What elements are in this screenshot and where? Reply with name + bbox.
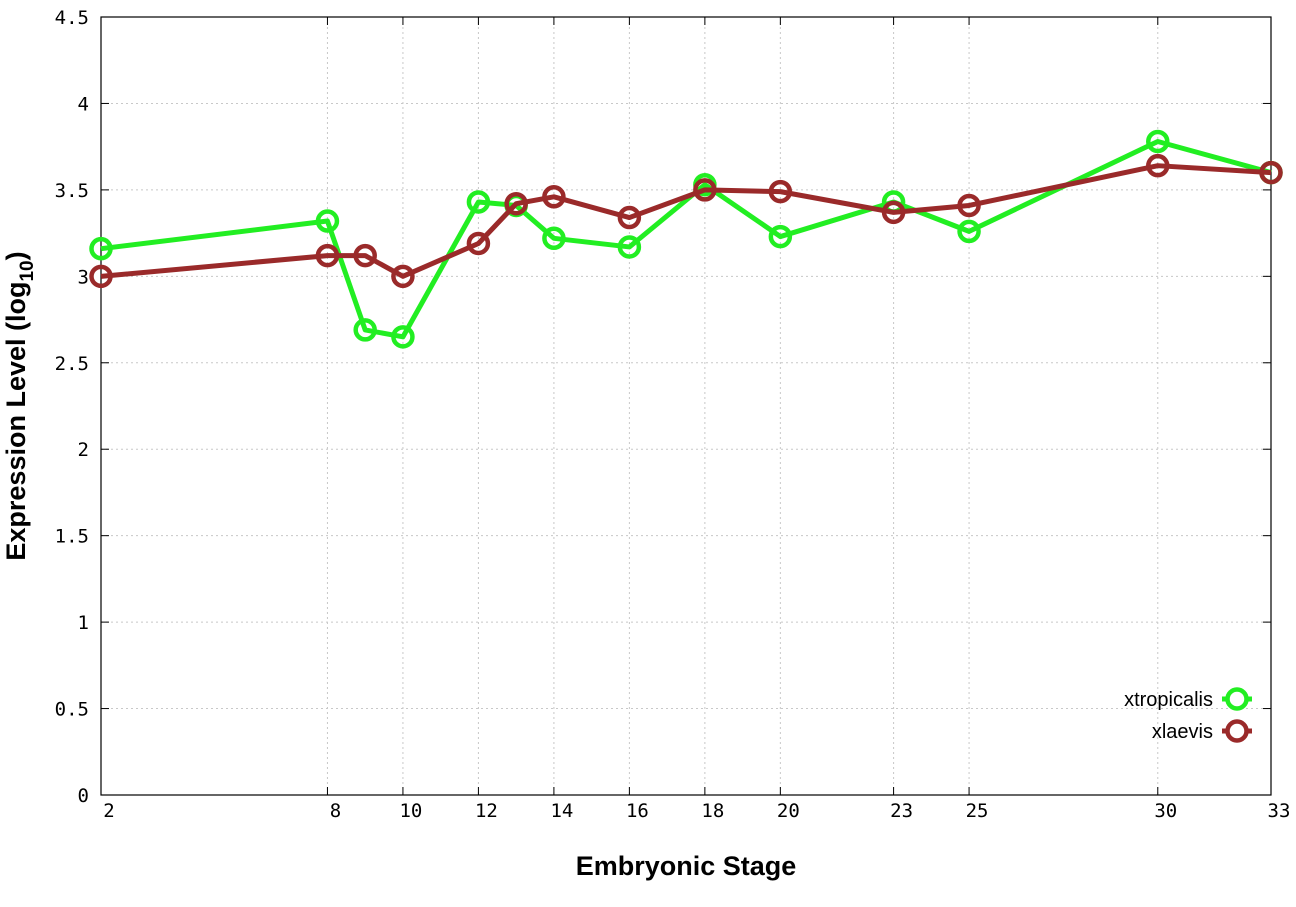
y-axis-title-subscript: 10 — [17, 260, 38, 281]
legend-label-xtropicalis: xtropicalis — [1124, 689, 1213, 711]
data-point-xlaevis — [881, 200, 906, 225]
y-tick-label: 1 — [78, 612, 89, 634]
x-axis-title: Embryonic Stage — [576, 851, 797, 881]
data-point-xlaevis — [89, 264, 113, 289]
y-axis-title-main: Expression Level (log — [1, 282, 31, 561]
data-point-xlaevis — [1146, 153, 1170, 178]
x-tick-label: 2 — [103, 800, 114, 822]
ticks: 0 0.5 1 1.5 2 2.5 3 3.5 4 4.5 2 8 10 12 14 16 18 20 23 25 30… — [55, 7, 1291, 822]
x-tick-label: 23 — [890, 800, 913, 822]
data-point-xlaevis — [1259, 160, 1283, 185]
data-point-xtropicalis — [315, 209, 340, 233]
data-point-xtropicalis — [957, 219, 981, 244]
x-tick-label: 30 — [1154, 800, 1177, 822]
data-point-xtropicalis — [768, 224, 793, 249]
x-tick-label: 16 — [626, 800, 649, 822]
legend-marker-xtropicalis — [1225, 687, 1249, 711]
y-tick-label: 0 — [78, 785, 89, 807]
data-point-xlaevis — [353, 243, 377, 268]
data-point-xlaevis — [693, 178, 717, 202]
data-point-xlaevis — [542, 185, 566, 209]
y-axis-title-close: ) — [1, 251, 31, 260]
legend: xtropicalis xlaevis — [1124, 687, 1252, 743]
data-point-xlaevis — [315, 243, 340, 268]
data-point-xtropicalis — [353, 318, 377, 342]
y-tick-label: 2.5 — [55, 353, 89, 375]
y-tick-label: 3 — [78, 266, 89, 288]
data-point-xtropicalis — [542, 226, 566, 251]
x-tick-label: 33 — [1268, 800, 1291, 822]
legend-marker-xlaevis — [1225, 719, 1249, 743]
data-point-xtropicalis — [89, 236, 113, 261]
series — [89, 129, 1283, 349]
data-point-xlaevis — [617, 205, 642, 230]
legend-entry-xtropicalis: xtropicalis — [1124, 687, 1252, 711]
data-point-xlaevis — [957, 193, 981, 218]
plot-frame — [100, 16, 1272, 796]
data-point-xlaevis — [391, 264, 415, 289]
x-tick-label: 20 — [777, 800, 800, 822]
x-tick-label: 18 — [701, 800, 724, 822]
data-point-xlaevis — [768, 179, 793, 204]
y-tick-label: 4 — [78, 93, 89, 115]
x-tick-label: 8 — [330, 800, 341, 822]
data-point-xlaevis — [504, 191, 528, 216]
legend-label-xlaevis: xlaevis — [1152, 721, 1213, 743]
data-point-xtropicalis — [466, 190, 491, 214]
series-line-xlaevis — [100, 163, 1272, 279]
y-tick-label: 4.5 — [55, 7, 89, 29]
data-point-xlaevis — [466, 231, 491, 256]
series-xlaevis — [89, 153, 1283, 289]
x-tick-label: 14 — [550, 800, 573, 822]
x-tick-label: 12 — [475, 800, 498, 822]
series-line-xtropicalis — [100, 138, 1272, 340]
x-tick-label: 10 — [399, 800, 422, 822]
legend-entry-xlaevis: xlaevis — [1152, 719, 1252, 743]
y-tick-label: 1.5 — [55, 526, 89, 548]
data-point-xtropicalis — [617, 235, 642, 259]
series-xtropicalis — [89, 129, 1283, 349]
y-tick-label: 0.5 — [55, 699, 89, 721]
y-axis-title: Expression Level (log10) — [1, 251, 38, 560]
y-tick-label: 2 — [78, 439, 89, 461]
x-tick-label: 25 — [966, 800, 989, 822]
grid — [101, 17, 1271, 795]
data-point-xtropicalis — [1146, 129, 1170, 154]
y-tick-label: 3.5 — [55, 180, 89, 202]
data-point-xtropicalis — [391, 325, 415, 349]
